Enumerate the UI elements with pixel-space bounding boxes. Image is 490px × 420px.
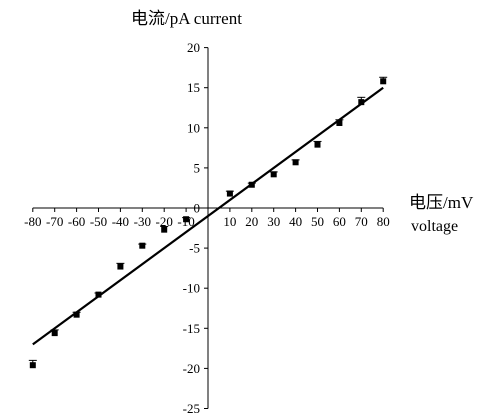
- y-tick-label: 15: [187, 80, 200, 95]
- data-point-marker: [380, 78, 387, 85]
- y-tick-label: 10: [187, 120, 200, 135]
- y-tick-label: 0: [194, 201, 201, 216]
- x-axis-subtitle: voltage: [411, 218, 458, 235]
- y-tick-label: 20: [187, 40, 200, 55]
- data-point-marker: [95, 291, 102, 298]
- y-tick-label: -10: [183, 281, 200, 296]
- y-tick-label: 5: [194, 160, 201, 175]
- data-point-marker: [314, 141, 321, 148]
- data-point-marker: [139, 242, 146, 249]
- x-tick-label: -70: [46, 214, 63, 229]
- x-tick-label: -80: [24, 214, 41, 229]
- data-point-marker: [226, 190, 233, 197]
- x-tick-label: -50: [90, 214, 107, 229]
- x-tick-label: 30: [267, 214, 280, 229]
- data-point-marker: [183, 216, 190, 223]
- x-tick-label: -60: [68, 214, 85, 229]
- data-point-marker: [336, 119, 343, 126]
- data-points: [28, 76, 388, 369]
- y-axis-title: 电流/pA current: [131, 9, 242, 28]
- x-tick-label: 70: [355, 214, 368, 229]
- x-tick-label: 10: [223, 214, 236, 229]
- x-tick-label: -40: [112, 214, 129, 229]
- y-tick-label: -25: [183, 401, 200, 416]
- y-tick-label: -20: [183, 361, 200, 376]
- data-point-marker: [73, 311, 80, 318]
- data-point-marker: [270, 171, 277, 178]
- x-tick-label: -30: [134, 214, 151, 229]
- data-point-marker: [358, 99, 365, 106]
- x-tick-label: 50: [311, 214, 324, 229]
- x-tick-label: 80: [377, 214, 390, 229]
- x-tick-label: 60: [333, 214, 346, 229]
- fit-line-group: [32, 86, 384, 346]
- y-tick-label: -15: [183, 321, 200, 336]
- data-point-marker: [51, 330, 58, 337]
- axes: [32, 47, 384, 409]
- x-tick-label: -20: [156, 214, 173, 229]
- x-axis-title: 电压/mV: [409, 193, 474, 212]
- fit-line: [32, 86, 384, 346]
- data-point-marker: [117, 263, 124, 270]
- data-point-marker: [29, 362, 36, 369]
- data-point-marker: [161, 226, 168, 233]
- x-tick-label: 20: [245, 214, 258, 229]
- y-tick-label: -5: [189, 241, 200, 256]
- x-tick-label: 40: [289, 214, 302, 229]
- data-point-marker: [248, 181, 255, 188]
- ticks: -80-70-60-50-40-30-20-101020304050607080…: [24, 40, 390, 416]
- data-point-marker: [292, 159, 299, 166]
